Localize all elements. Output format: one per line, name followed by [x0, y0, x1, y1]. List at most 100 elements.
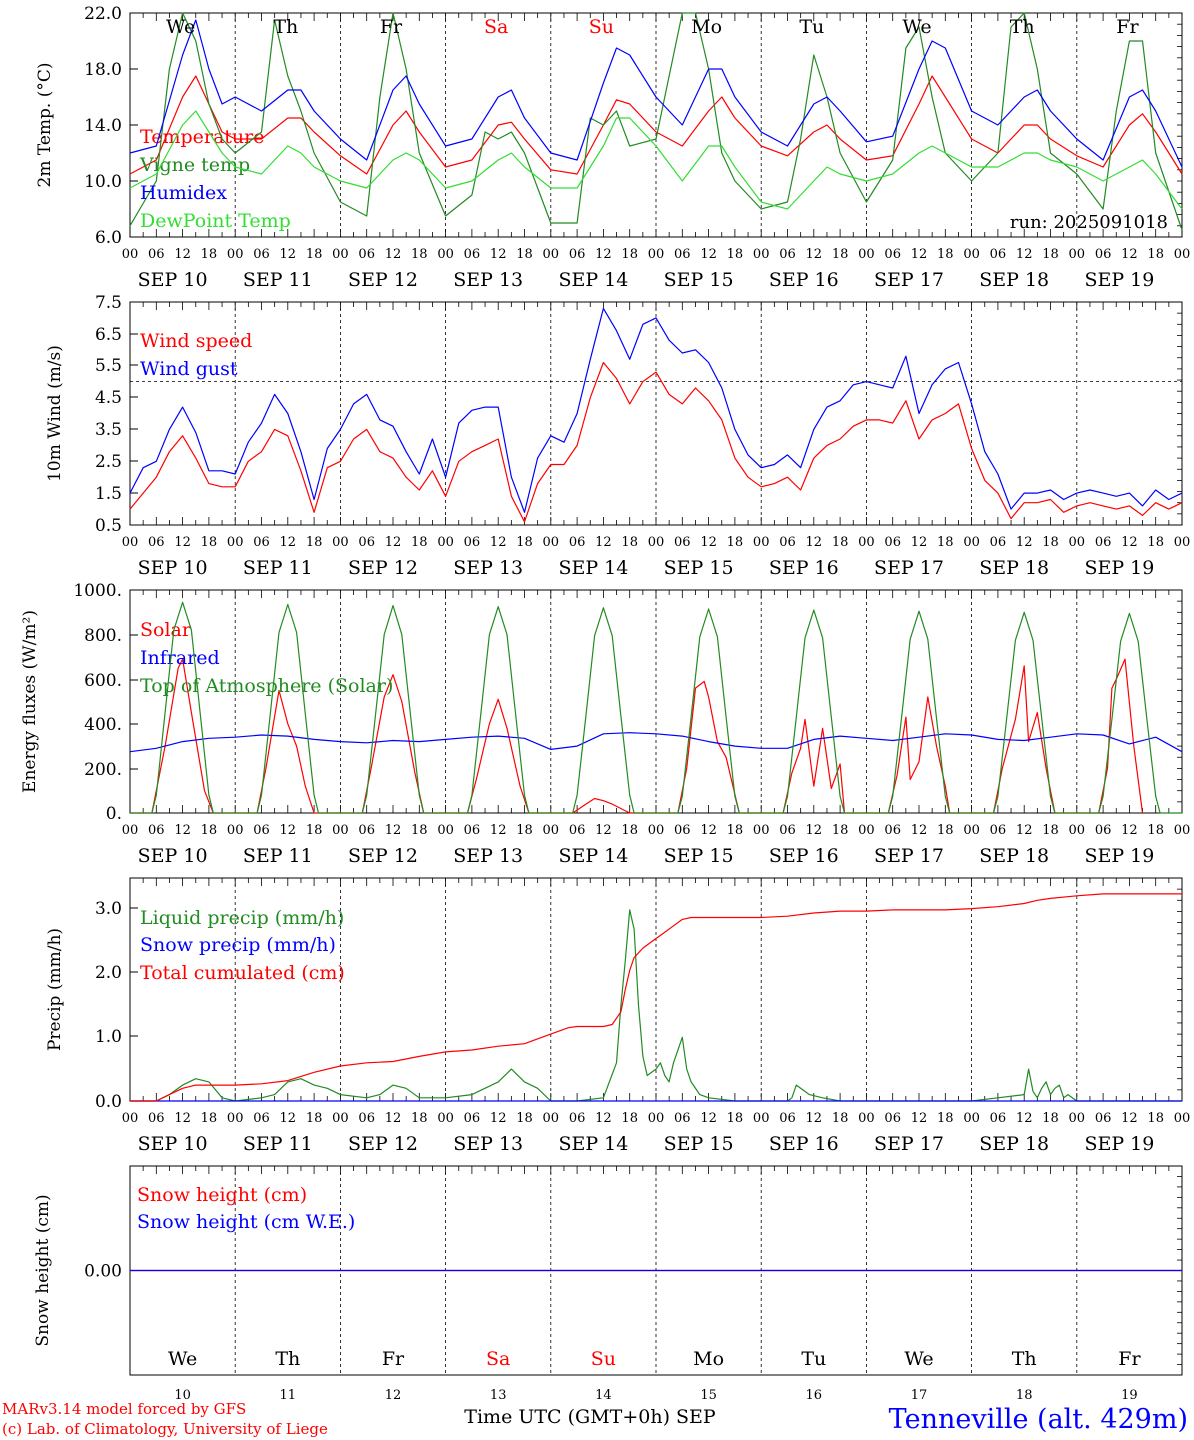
- hour-tick-label: 12: [280, 535, 297, 550]
- panel-4: 0.0 1.0 2.0 3.0 Precip (mm/h) Liquid precip (…: [45, 877, 1190, 1155]
- hour-tick-label: 06: [464, 1111, 481, 1126]
- hour-tick-label: 00: [1069, 1111, 1086, 1126]
- panel-1: 6.0 10.0 14.0 18.0 22.0 2m Temp. (°C) Temperat…: [35, 4, 1190, 291]
- weekday-label-bottom: Mo: [693, 1348, 724, 1370]
- y-tick-label: 600.: [84, 671, 122, 691]
- date-label: SEP 14: [558, 845, 628, 867]
- hour-tick-label: 12: [280, 823, 297, 838]
- plot-frame: [129, 589, 1183, 814]
- hour-tick-label: 18: [411, 535, 428, 550]
- legend-entry: Total cumulated (cm): [140, 962, 345, 984]
- y-tick-label: 1.5: [95, 484, 122, 504]
- hour-tick-label: 18: [621, 823, 638, 838]
- hour-tick-label: 00: [753, 535, 770, 550]
- y-axis-label: Snow height (cm): [33, 1194, 53, 1346]
- series-line-temperature: [129, 75, 1183, 175]
- hour-tick-label: 06: [779, 247, 796, 262]
- hour-tick-label: 18: [727, 535, 744, 550]
- date-label: SEP 12: [348, 557, 418, 579]
- hour-tick-label: 18: [411, 1111, 428, 1126]
- hour-tick-label: 00: [227, 247, 244, 262]
- hour-tick-label: 00: [122, 1111, 139, 1126]
- hour-tick-label: 18: [201, 535, 218, 550]
- credit-lab: (c) Lab. of Climatology, University of L…: [2, 1420, 328, 1438]
- hour-tick-label: 12: [806, 823, 823, 838]
- hour-tick-label: 18: [516, 823, 533, 838]
- hour-tick-label: 12: [1016, 1111, 1033, 1126]
- hour-tick-label: 18: [1147, 1111, 1164, 1126]
- y-tick-label: 2.0: [95, 963, 122, 983]
- date-label: SEP 18: [979, 845, 1049, 867]
- legend-entry: Vigne temp: [139, 154, 250, 176]
- x-axis-title: Time UTC (GMT+0h) SEP: [464, 1406, 716, 1428]
- y-tick-label: 10.0: [84, 172, 122, 192]
- date-label: SEP 11: [243, 1133, 313, 1155]
- hour-tick-label: 06: [779, 1111, 796, 1126]
- y-axis-label: Energy fluxes (W/m²): [20, 610, 40, 793]
- hour-tick-label: 00: [437, 535, 454, 550]
- hour-tick-label: 12: [700, 1111, 717, 1126]
- date-label: SEP 19: [1084, 269, 1154, 291]
- weekday-label-bottom: Th: [275, 1348, 300, 1370]
- day-number-label: 16: [806, 1388, 823, 1403]
- legend-entry: Humidex: [140, 182, 227, 204]
- hour-tick-label: 00: [1069, 247, 1086, 262]
- hour-tick-label: 18: [727, 247, 744, 262]
- y-tick-label: 7.5: [95, 293, 122, 313]
- hour-tick-label: 12: [1016, 535, 1033, 550]
- y-tick-label: 0.5: [95, 516, 122, 536]
- y-tick-label: 6.0: [95, 228, 122, 248]
- hour-tick-label: 12: [174, 1111, 191, 1126]
- hour-tick-label: 18: [201, 247, 218, 262]
- hour-tick-label: 00: [543, 247, 560, 262]
- hour-tick-label: 12: [280, 1111, 297, 1126]
- y-tick-label: 1.0: [95, 1027, 122, 1047]
- date-label: SEP 16: [769, 557, 839, 579]
- hour-tick-label: 12: [911, 1111, 928, 1126]
- hour-tick-label: 12: [595, 247, 612, 262]
- legend-entry: Temperature: [140, 126, 264, 148]
- hour-tick-label: 18: [621, 1111, 638, 1126]
- hour-tick-label: 06: [253, 823, 270, 838]
- hour-tick-label: 18: [621, 535, 638, 550]
- hour-tick-label: 06: [569, 535, 586, 550]
- hour-tick-label: 06: [569, 1111, 586, 1126]
- weekday-label-top: Tu: [799, 16, 824, 38]
- y-tick-label: 800.: [84, 626, 122, 646]
- hour-tick-label: 18: [306, 1111, 323, 1126]
- hour-tick-label: 12: [174, 535, 191, 550]
- hour-tick-label: 00: [1174, 535, 1191, 550]
- hour-tick-label: 00: [227, 1111, 244, 1126]
- weekday-label-top: Fr: [380, 16, 403, 38]
- hour-tick-label: 12: [911, 535, 928, 550]
- date-label: SEP 11: [243, 557, 313, 579]
- hour-tick-label: 00: [332, 247, 349, 262]
- hour-tick-label: 00: [227, 823, 244, 838]
- y-tick-label: 6.5: [95, 325, 122, 345]
- series-line-humidex: [129, 19, 1183, 168]
- hour-tick-label: 06: [884, 535, 901, 550]
- hour-tick-label: 06: [1095, 823, 1112, 838]
- hour-tick-label: 18: [411, 823, 428, 838]
- hour-tick-label: 00: [332, 1111, 349, 1126]
- legend-entry: Solar: [140, 619, 192, 641]
- hour-tick-label: 18: [516, 535, 533, 550]
- weekday-label-top: Th: [1010, 16, 1035, 38]
- hour-tick-label: 18: [1042, 823, 1059, 838]
- location-label: Tenneville (alt. 429m): [889, 1404, 1188, 1435]
- series-line-top-of-atmosphere-solar-: [130, 601, 1182, 814]
- date-label: SEP 12: [348, 845, 418, 867]
- date-label: SEP 18: [979, 269, 1049, 291]
- legend-entry: Snow height (cm W.E.): [137, 1211, 355, 1233]
- hour-tick-label: 00: [1069, 823, 1086, 838]
- weekday-label-top: Su: [589, 16, 614, 38]
- hour-tick-label: 18: [832, 247, 849, 262]
- legend-entry: Top of Atmosphere (Solar): [140, 675, 393, 697]
- hour-tick-label: 12: [595, 823, 612, 838]
- hour-tick-label: 00: [437, 1111, 454, 1126]
- y-tick-label: 18.0: [84, 60, 122, 80]
- hour-tick-label: 00: [227, 535, 244, 550]
- date-label: SEP 15: [664, 269, 734, 291]
- hour-tick-label: 00: [753, 247, 770, 262]
